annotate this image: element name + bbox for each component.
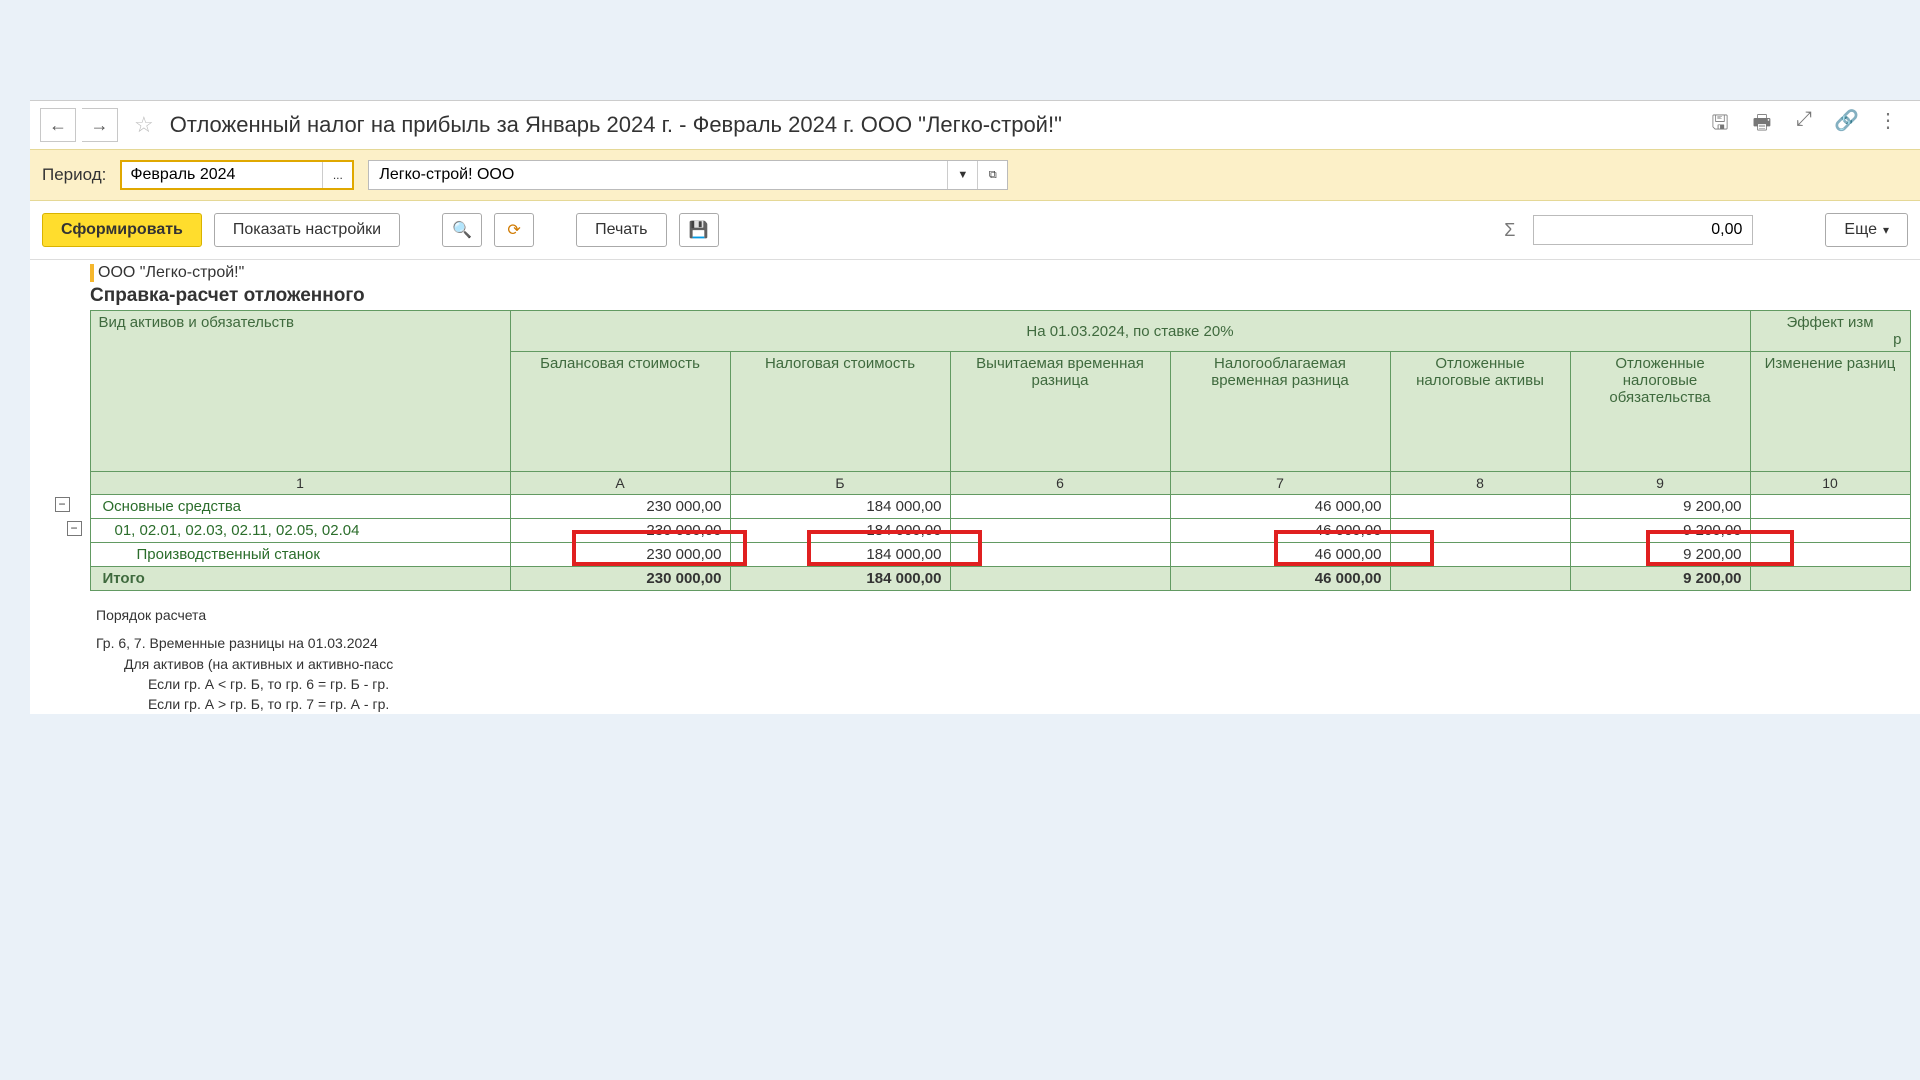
page-title: Отложенный налог на прибыль за Январь 20… [170,112,1702,138]
forward-button[interactable]: → [82,108,118,142]
sum-input[interactable] [1533,215,1753,245]
report-table: Вид активов и обязательств На 01.03.2024… [30,310,1911,591]
header-dta: Отложенные налоговые активы [1390,352,1570,472]
cell [950,519,1170,543]
tree-collapse-icon[interactable]: − [55,497,70,512]
title-row: ← → ☆ Отложенный налог на прибыль за Янв… [30,101,1920,149]
cell [1750,495,1910,519]
cell: 184 000,00 [730,543,950,567]
header-asset: Вид активов и обязательств [90,311,510,472]
cell [1750,519,1910,543]
more-button[interactable]: Еще▾ [1825,213,1908,247]
back-button[interactable]: ← [40,108,76,142]
cell: 46 000,00 [1170,519,1390,543]
row-label[interactable]: −Основные средства [90,495,510,519]
header-deductible: Вычитаемая временная разница [950,352,1170,472]
organization-dropdown-icon[interactable]: ▼ [947,161,977,189]
report-subtitle: Справка-расчет отложенного [90,282,1920,310]
report-area: ООО "Легко-строй!" Справка-расчет отложе… [30,260,1920,714]
cell [1390,543,1570,567]
period-input-wrap: ... [120,160,354,190]
row-label[interactable]: Производственный станок [90,543,510,567]
menu-header-icon[interactable]: ⋮ [1876,108,1900,142]
filter-bar: Период: ... ▼ ⧉ [30,149,1920,201]
total-row: Итого 230 000,00 184 000,00 46 000,00 9 … [30,567,1910,591]
organization-open-icon[interactable]: ⧉ [977,161,1007,189]
organization-input[interactable] [369,161,947,189]
cell [1390,495,1570,519]
cell: 9 200,00 [1570,519,1750,543]
table-row: −01, 02.01, 02.03, 02.11, 02.05, 02.0423… [30,519,1910,543]
header-dtl: Отложенные налоговые обязательства [1570,352,1750,472]
cell: 184 000,00 [730,495,950,519]
cell: 184 000,00 [730,519,950,543]
cell: 230 000,00 [510,543,730,567]
org-name-row: ООО "Легко-строй!" [90,264,1920,282]
print-button[interactable]: Печать [576,213,666,247]
row-label[interactable]: −01, 02.01, 02.03, 02.11, 02.05, 02.04 [90,519,510,543]
header-change: Изменение разниц [1750,352,1910,472]
print-header-icon[interactable]: 🖶 [1750,108,1774,142]
tree-collapse-icon[interactable]: − [67,521,82,536]
header-effect: Эффект измр [1750,311,1910,352]
header-tax: Налоговая стоимость [730,352,950,472]
header-period: На 01.03.2024, по ставке 20% [510,311,1750,352]
header-taxable: Налогооблагаемая временная разница [1170,352,1390,472]
cell: 9 200,00 [1570,495,1750,519]
cell: 9 200,00 [1570,543,1750,567]
link-header-icon[interactable]: 🔗 [1834,108,1858,142]
table-row: −Основные средства230 000,00184 000,00 46… [30,495,1910,519]
organization-input-wrap: ▼ ⧉ [368,160,1008,190]
period-input[interactable] [122,162,322,188]
period-open-button[interactable]: ... [322,162,352,188]
header-balance: Балансовая стоимость [510,352,730,472]
calculation-notes: Порядок расчета Гр. 6, 7. Временные разн… [30,591,1920,714]
cell [950,495,1170,519]
form-report-button[interactable]: Сформировать [42,213,202,247]
cell: 46 000,00 [1170,543,1390,567]
report-window: ← → ☆ Отложенный налог на прибыль за Янв… [30,100,1920,714]
search-icon[interactable]: 🔍 [442,213,482,247]
favorite-icon[interactable]: ☆ [134,112,154,138]
cell [950,543,1170,567]
cell: 230 000,00 [510,495,730,519]
zoom-header-icon[interactable]: ⤢ [1792,108,1816,142]
cell [1750,543,1910,567]
table-row: Производственный станок230 000,00184 000… [30,543,1910,567]
sigma-icon: Σ [1504,220,1515,241]
show-settings-button[interactable]: Показать настройки [214,213,400,247]
period-label: Период: [42,165,106,185]
save-button[interactable]: 💾 [679,213,719,247]
cell: 46 000,00 [1170,495,1390,519]
cell [1390,519,1570,543]
refresh-icon[interactable]: ⟳ [494,213,534,247]
save-header-icon[interactable]: 🖫 [1708,108,1732,142]
cell: 230 000,00 [510,519,730,543]
action-bar: Сформировать Показать настройки 🔍 ⟳ Печа… [30,201,1920,260]
